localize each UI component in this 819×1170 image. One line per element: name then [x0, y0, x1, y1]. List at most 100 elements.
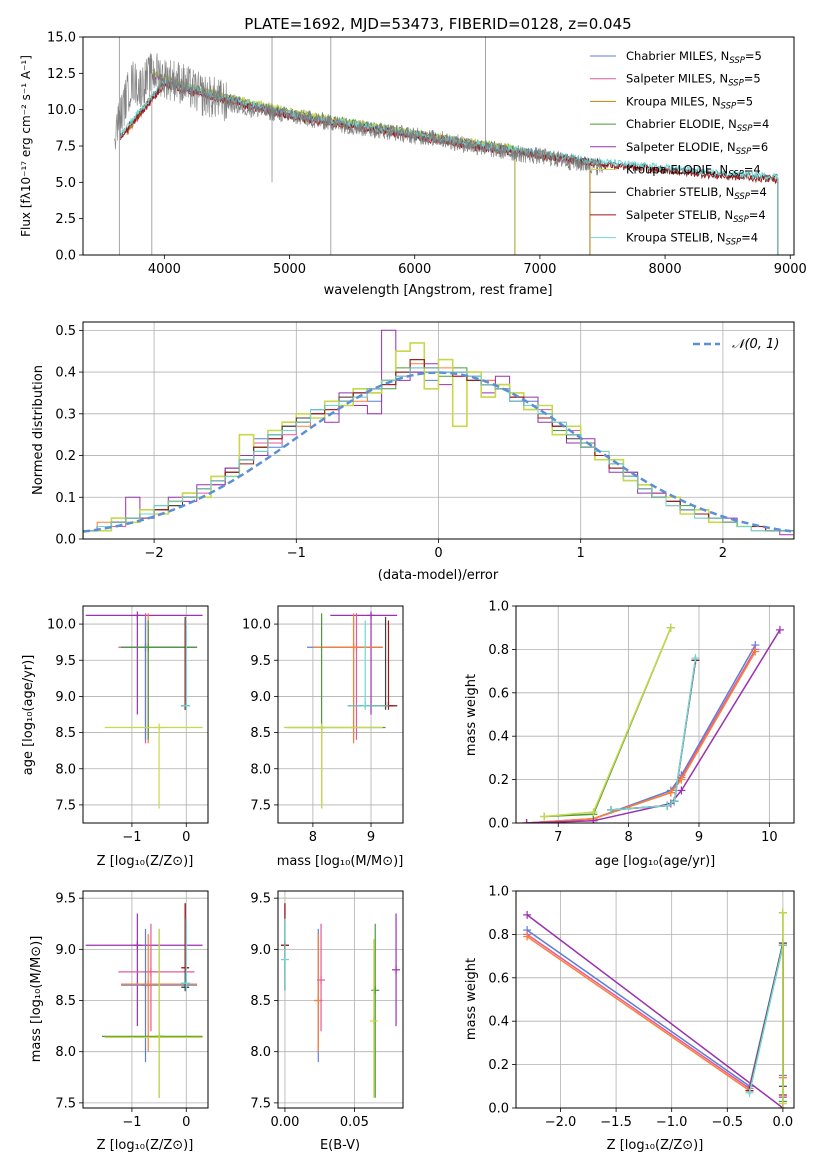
series-8-marker-3: [691, 654, 700, 663]
y-tick-label-0: 7.5: [55, 1096, 76, 1111]
y-tick-label-3: 9.0: [250, 690, 271, 705]
x-tick-label-3: 10: [761, 830, 778, 845]
y-tick-label-3: 0.3: [55, 407, 76, 422]
x-tick-label-2: −1.0: [656, 1115, 688, 1130]
mass-vs-metallicity-panel: −1 0 7.5 8.0 8.5 9.0 9.5: [55, 890, 209, 1130]
y-tick-label-4: 0.8: [488, 928, 509, 943]
y-tick-label-2: 0.2: [55, 449, 76, 464]
series-2-marker-3: [677, 775, 686, 784]
cumweight-vs-age-ylabel: mass weight: [464, 674, 479, 756]
data-layer: [85, 903, 203, 1098]
axes-frame: [515, 605, 795, 824]
y-tick-label-5: 0.5: [55, 324, 76, 339]
y-tick-label-5: 12.5: [47, 67, 76, 82]
data-point-5: [317, 723, 326, 732]
x-tick-label-0: 4000: [148, 262, 181, 277]
series-0-marker-0: [523, 910, 532, 919]
data-point-6: [181, 983, 190, 992]
spectrum-ylabel: Flux [fλ10⁻¹⁷ erg cm⁻² s⁻¹ A⁻¹]: [19, 55, 33, 237]
x-tick-label-2: 0: [434, 546, 442, 561]
y-tick-label-4: 0.8: [488, 643, 509, 658]
axes-frame: [515, 890, 795, 1109]
axes-frame: [277, 890, 404, 1109]
residual-xlabel: (data-model)/error: [378, 568, 499, 583]
mass-vs-ebv-xlabel: E(B-V): [320, 1138, 360, 1153]
series-6-marker-0: [745, 1088, 754, 1097]
data-point-0: [133, 941, 142, 950]
residual-ylabel: Normed distribution: [31, 365, 46, 495]
x-tick-label-3: 1: [577, 546, 585, 561]
residual-panel: −2 −1 0 1 2 0.0 0.1 0.2 0.3 0.4 0.5 (data-model)/e…: [31, 321, 795, 583]
x-tick-label-1: −1.5: [600, 1115, 632, 1130]
x-tick-label-0: 7: [554, 830, 562, 845]
y-tick-label-1: 0.2: [488, 773, 509, 788]
x-tick-label-2: 9: [695, 830, 703, 845]
y-tick-label-4: 10.0: [47, 103, 76, 118]
series-2-marker-4: [751, 647, 760, 656]
legend-label-8: Kroupa STELIB, NSSP=4: [626, 231, 758, 248]
cumweight-vs-age-panel: 7 8 9 10 0.0 0.2 0.4 0.6 0.8 1.0: [488, 600, 795, 845]
age-vs-metallicity-ylabel: age [log₁₀(age/yr)]: [21, 655, 36, 776]
y-tick-label-0: 7.5: [250, 1096, 271, 1111]
series-8-marker-0: [778, 1099, 787, 1108]
y-tick-label-1: 0.1: [55, 491, 76, 506]
spectrum-xlabel: wavelength [Angstrom, rest frame]: [324, 283, 553, 298]
y-tick-label-2: 8.5: [250, 994, 271, 1009]
x-tick-label-1: 0: [182, 830, 190, 845]
y-tick-label-6: 15.0: [47, 31, 76, 46]
series-8-marker-1: [663, 801, 672, 810]
mass-vs-metallicity-xlabel: Z [log₁₀(Z/Z⊙)]: [97, 1138, 194, 1153]
legend-label-6: Chabrier STELIB, NSSP=4: [626, 185, 767, 202]
x-tick-label-2: 6000: [398, 262, 431, 277]
x-tick-label-0: −2: [145, 546, 164, 561]
y-tick-label-2: 0.4: [488, 730, 509, 745]
data-layer: [85, 611, 203, 809]
x-tick-label-1: −1: [287, 546, 306, 561]
x-tick-label-0: −1: [122, 1115, 141, 1130]
legend-label-1: Salpeter MILES, NSSP=5: [626, 72, 761, 89]
cumweight-vs-metallicity-ylabel: mass weight: [464, 958, 479, 1040]
histogram-step-8: [83, 367, 794, 539]
y-tick-label-0: 0.0: [55, 249, 76, 264]
y-tick-label-1: 8.0: [55, 762, 76, 777]
y-tick-label-0: 0.0: [488, 1102, 509, 1117]
y-tick-label-0: 0.0: [55, 533, 76, 548]
data-point-8: [392, 965, 401, 974]
residual-legend: 𝒩(0, 1): [693, 337, 779, 352]
y-tick-label-2: 0.4: [488, 1015, 509, 1030]
series-3-marker-3: [677, 786, 686, 795]
y-tick-label-5: 10.0: [47, 618, 76, 633]
age-vs-metallicity-panel: −1 0 7.5 8.0 8.5 9.0 9.5 10.0: [47, 605, 209, 845]
axes-frame: [82, 321, 795, 540]
legend-label-4: Salpeter ELODIE, NSSP=6: [626, 140, 768, 157]
x-tick-label-3: 7000: [523, 262, 556, 277]
x-tick-label-1: 0: [182, 1115, 190, 1130]
legend-label-2: Kroupa MILES, NSSP=5: [626, 94, 753, 111]
observed-spectrum: [114, 53, 603, 176]
data-point-3: [349, 643, 358, 652]
data-layer: [114, 37, 779, 255]
x-tick-label-4: 0.0: [773, 1115, 794, 1130]
axes-frame: [82, 890, 209, 1109]
series-3-marker-4: [775, 625, 784, 634]
data-point-7: [181, 963, 190, 972]
data-point-4: [144, 643, 153, 652]
y-tick-label-5: 10.0: [242, 618, 271, 633]
residual-plot-area: −2 −1 0 1 2 0.0 0.1 0.2 0.3 0.4 0.5: [55, 321, 795, 561]
mass-vs-ebv-panel: 0.00 0.05 7.5 8.0 8.5 9.0 9.5: [250, 890, 404, 1130]
data-point-0: [133, 611, 142, 620]
y-tick-label-4: 0.4: [55, 366, 76, 381]
y-tick-label-1: 8.0: [250, 1045, 271, 1060]
spectrum-title: PLATE=1692, MJD=53473, FIBERID=0128, z=0…: [244, 15, 631, 33]
y-tick-label-3: 0.6: [488, 686, 509, 701]
series-8-marker-1: [778, 908, 787, 917]
legend-label-3: Chabrier ELODIE, NSSP=4: [626, 117, 769, 134]
x-tick-label-1: 8: [624, 830, 632, 845]
legend-label-0: Chabrier MILES, NSSP=5: [626, 49, 762, 66]
data-point-8: [182, 979, 191, 988]
data-layer: [522, 623, 784, 823]
series-8-marker-2: [670, 797, 679, 806]
normal-curve: [83, 371, 792, 533]
series-3-marker-0: [522, 819, 531, 823]
